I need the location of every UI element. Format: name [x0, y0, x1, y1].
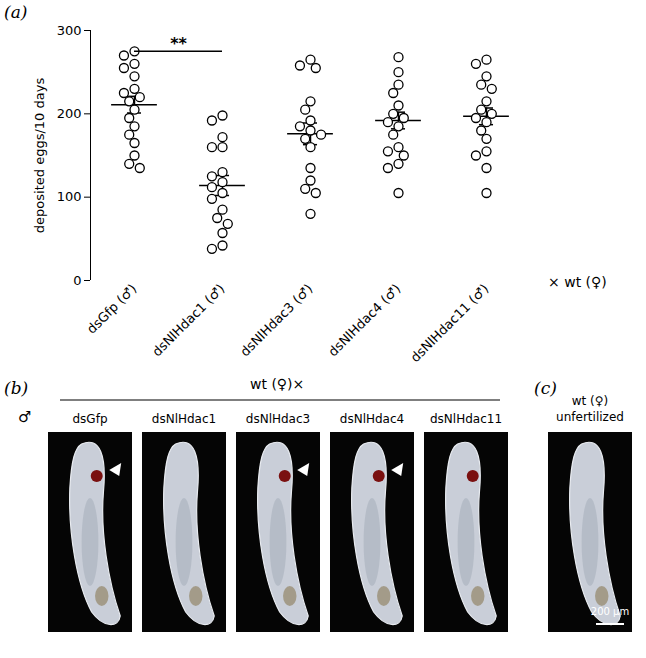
svg-text:dsNlHdac11 (♂): dsNlHdac11 (♂) [407, 281, 491, 365]
svg-text:deposited eggs/10 days: deposited eggs/10 days [32, 78, 47, 234]
svg-text:dsNlHdac4 (♂): dsNlHdac4 (♂) [325, 281, 403, 359]
svg-text:dsNlHdac3 (♂): dsNlHdac3 (♂) [237, 281, 315, 359]
html-text:dsGfp: dsGfp [72, 412, 108, 426]
html-text:(a): (a) [4, 2, 28, 22]
svg-text:dsNlHdac1 (♂): dsNlHdac1 (♂) [149, 281, 227, 359]
html-text:200 μm: 200 μm [590, 606, 630, 617]
svg-text:**: ** [170, 34, 187, 53]
html-text:dsNlHdac3: dsNlHdac3 [245, 412, 311, 426]
svg-text:dsGfp (♂): dsGfp (♂) [84, 281, 140, 337]
html-text:unfertilized: unfertilized [556, 410, 624, 424]
html-text:wt (♀)×: wt (♀)× [250, 376, 305, 392]
html-text:× wt (♀): × wt (♀) [548, 274, 607, 290]
html-text:dsNlHdac1: dsNlHdac1 [151, 412, 217, 426]
svg-text:300: 300 [57, 23, 82, 38]
html-text:dsNlHdac11: dsNlHdac11 [430, 412, 502, 426]
html-text:(c): (c) [534, 378, 557, 398]
html-text:dsNlHdac4: dsNlHdac4 [339, 412, 405, 426]
html-text:(b): (b) [4, 378, 29, 398]
svg-text:100: 100 [57, 189, 82, 204]
svg-text:0: 0 [73, 273, 81, 288]
svg-text:200: 200 [57, 106, 82, 121]
html-text:wt (♀): wt (♀) [571, 394, 609, 408]
